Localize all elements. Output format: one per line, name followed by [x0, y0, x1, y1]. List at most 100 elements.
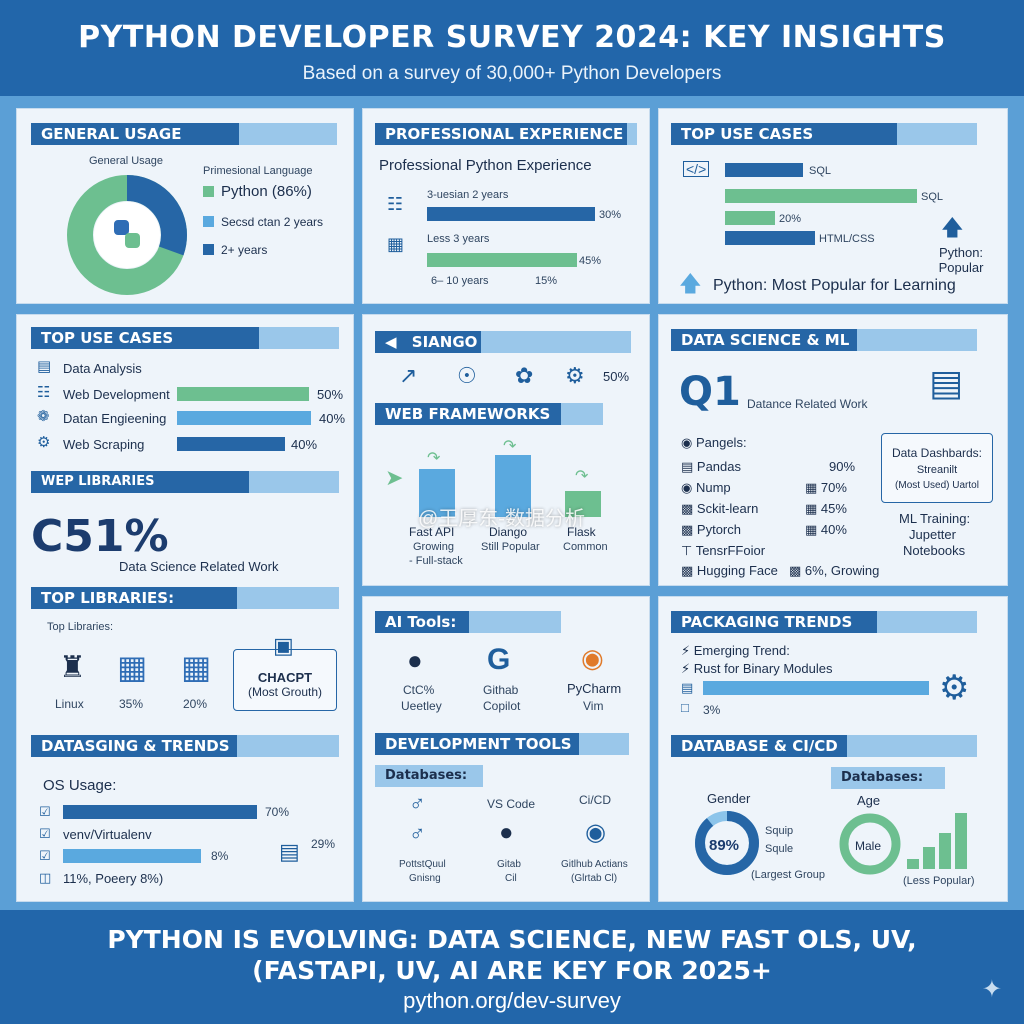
flask-name: Flask — [567, 525, 596, 539]
footer-line-1: PYTHON IS EVOLVING: DATA SCIENCE, NEW FA… — [107, 925, 917, 954]
tool-1-sub: Ueetley — [401, 699, 442, 713]
db-2-sub2: Cil — [505, 873, 517, 884]
ai-tools-panel: AI Tools: ● G ◉ CtC% Ueetley Githab Copi… — [362, 596, 650, 902]
chart-label: General Usage — [89, 155, 163, 167]
legend-second: Secsd ctan 2 years — [203, 215, 323, 229]
sq-2: Squle — [765, 843, 794, 855]
age-donut-ring — [839, 813, 901, 875]
siango-title: ◀ SIANGO — [375, 331, 481, 353]
db-cicd-title: DATABASE & CI/CD — [671, 735, 847, 757]
fastapi-note2: - Full-stack — [409, 555, 463, 567]
bar-sql-2 — [725, 189, 917, 203]
panel-title: PROFESSIONAL EXPERIENCE — [375, 123, 627, 145]
item-4: HTML/CSS — [819, 233, 875, 245]
tool-2: Githab — [483, 683, 519, 697]
panel-title: GENERAL USAGE — [31, 123, 239, 145]
bar-scraping — [177, 437, 285, 451]
top-libs-title: TOP LIBRARIES: — [31, 587, 237, 609]
django-note1: Still Popular — [481, 541, 540, 553]
db-title: Databases: — [375, 765, 483, 787]
flask-note1: Common — [563, 541, 608, 553]
django-bar — [495, 455, 531, 517]
footer: PYTHON IS EVOLVING: DATA SCIENCE, NEW FA… — [0, 910, 1024, 1024]
lib-6-pct: ▩ 6%, Growing — [789, 563, 880, 578]
use-case-2: Web Development — [63, 387, 170, 402]
apple-icon-2: ● — [499, 819, 514, 846]
libs-title: WEP LIBRARIES — [31, 471, 249, 493]
pack-pct: 3% — [703, 703, 721, 717]
row-label-1: 3-uesian 2 years — [427, 189, 509, 201]
check-icon: ☑ — [39, 804, 51, 819]
flask-bar — [565, 491, 601, 517]
page-subtitle: Based on a survey of 30,000+ Python Deve… — [302, 63, 722, 84]
legend-python: Python (86%) — [203, 183, 312, 200]
tool-3-sub: Vim — [583, 699, 604, 713]
db-2-sub1: Gitab — [497, 859, 521, 870]
ml-1: ML Training: — [899, 511, 971, 526]
lib-5: ⊤ TensrFFoior — [681, 543, 766, 558]
gears-icon: ⚙ — [939, 669, 970, 707]
bar-70 — [63, 805, 257, 819]
pct-data-eng: 40% — [319, 411, 346, 426]
general-usage-panel: GENERAL USAGE General Usage Primesional … — [16, 108, 354, 304]
age-bar-1 — [907, 859, 919, 869]
calendar-icon: ▤ — [929, 362, 964, 403]
age-donut — [839, 813, 901, 875]
use-case-1: Data Analysis — [63, 361, 142, 376]
big-q-label: Datance Related Work — [747, 397, 868, 411]
db-1-sub1: PottstQuul — [399, 859, 446, 870]
dash-line-1: Streanilt — [916, 464, 958, 476]
globe-icon: ☉ — [457, 363, 477, 388]
windows-icon: ▦ — [117, 649, 148, 685]
panel-title: DATA SCIENCE & ML — [671, 329, 857, 351]
item-1: SQL — [809, 165, 832, 177]
g-icon: G — [487, 643, 511, 676]
bar-data-eng — [177, 411, 311, 425]
gender-icon-2: ♂ — [409, 821, 426, 846]
donut-pct: 89% — [709, 837, 740, 854]
chart-icon: ▤ — [37, 358, 52, 375]
python-logo-green — [125, 233, 140, 248]
tool-2-sub: Copilot — [483, 699, 521, 713]
age-bar-4 — [955, 813, 967, 869]
calendar-icon: ▤ — [681, 680, 694, 695]
side-label: Python: Popular — [938, 245, 984, 275]
venv-label: venv/Virtualenv — [63, 827, 152, 842]
windows-icon-2: ▦ — [181, 649, 212, 685]
dashboards-box: Data Dashbards: Streanilt (Most Used) Ua… — [881, 433, 993, 503]
male-label: Male — [855, 839, 882, 853]
trends-title: DATASGING & TRENDS — [31, 735, 237, 757]
big-percent: C51% — [31, 511, 169, 562]
bar-web-dev — [177, 387, 309, 401]
calendar-icon: ▤ — [279, 839, 300, 864]
linux-icon: ♜ — [59, 651, 86, 684]
pct-web-dev: 50% — [317, 387, 344, 402]
age-bar-2 — [923, 847, 935, 869]
row-label-3: 6– 10 years — [431, 275, 489, 287]
ml-3: Notebooks — [903, 543, 966, 558]
lib-6: ▩ Hugging Face — [681, 563, 778, 578]
panel-title: TOP USE CASES — [31, 327, 259, 349]
rocket-icon: ➤ — [385, 465, 404, 490]
data-science-panel: DATA SCIENCE & ML Q1 Datance Related Wor… — [658, 314, 1008, 586]
bar-20 — [725, 211, 775, 225]
top-libs-sub: Top Libraries: — [47, 621, 114, 633]
less-popular: (Less Popular) — [903, 875, 975, 887]
gender-icon: ♂ — [409, 791, 426, 816]
pack-title: PACKAGING TRENDS — [671, 611, 877, 633]
gender-donut — [695, 811, 759, 875]
use-case-3: Datan Engieening — [63, 411, 167, 426]
packaging-panel: PACKAGING TRENDS ⚡ Emerging Trend: ⚡ Rus… — [658, 596, 1008, 902]
dash-title: Data Dashbards: — [891, 446, 983, 460]
fastapi-name: Fast API — [409, 525, 455, 539]
lib-4-pct: ▦ 40% — [805, 522, 847, 537]
ai-title: AI Tools: — [375, 611, 469, 633]
dash-line-2: (Most Used) Uartol — [895, 480, 979, 491]
panel-title: TOP USE CASES — [671, 123, 897, 145]
db-1-sub2: Gnisng — [409, 873, 441, 884]
footer-line-2: (FASTAPI, UV, AI ARE KEY FOR 2025+ — [252, 956, 772, 985]
pangels-label: ◉ Pangels: — [681, 435, 747, 450]
sq-1: Squip — [765, 825, 794, 837]
lib-4: ▩ Pytorch — [681, 522, 741, 537]
package-icon: ◫ — [39, 870, 52, 885]
